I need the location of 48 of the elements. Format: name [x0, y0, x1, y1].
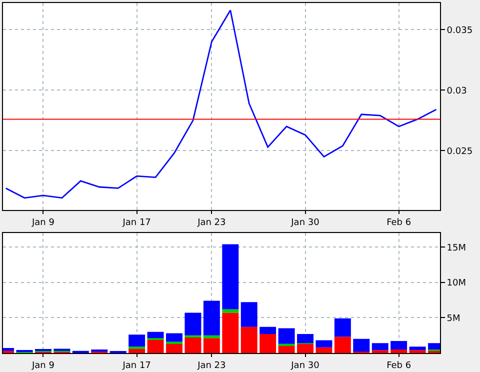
y-tick-label: 5M	[446, 314, 460, 324]
bar	[240, 326, 258, 353]
bar	[147, 332, 164, 338]
x-tick-label: Jan 23	[196, 360, 226, 371]
x-tick-label: Jan 30	[290, 218, 320, 228]
bar	[390, 349, 408, 353]
bar	[203, 300, 220, 336]
x-tick-label: Jan 23	[196, 218, 226, 228]
bar	[334, 336, 351, 353]
x-tick-label: Jan 30	[290, 360, 320, 371]
bar	[278, 328, 295, 344]
bar	[166, 343, 182, 353]
bar	[390, 341, 408, 350]
bar	[353, 338, 370, 352]
bar	[184, 337, 202, 353]
line-series	[5, 10, 437, 199]
bar	[372, 343, 388, 350]
y-tick-label: 0.03	[446, 86, 467, 96]
bar	[297, 334, 314, 344]
y-tick-label: 15M	[446, 243, 466, 254]
bar	[297, 344, 314, 353]
bar	[260, 334, 276, 353]
bar	[240, 302, 258, 327]
bar	[166, 333, 182, 342]
bar	[222, 309, 239, 313]
y-tick-label: 0.035	[446, 26, 473, 36]
bar	[222, 312, 239, 353]
bar	[278, 345, 295, 353]
bar	[222, 244, 239, 310]
y-tick-label: 0.025	[446, 146, 473, 157]
bar	[409, 350, 426, 353]
bar	[409, 346, 426, 350]
bar	[147, 340, 164, 353]
x-tick-label: Feb 6	[386, 360, 412, 371]
y-tick-label: 10M	[446, 278, 466, 289]
bar	[372, 350, 388, 353]
bar	[203, 338, 220, 353]
x-tick-label: Jan 17	[122, 218, 151, 228]
bar	[316, 340, 332, 348]
bar	[316, 347, 332, 353]
x-tick-label: Feb 6	[386, 218, 412, 228]
bar	[184, 312, 202, 336]
x-tick-label: Jan 9	[31, 218, 55, 228]
bar	[334, 318, 351, 337]
x-tick-label: Jan 9	[31, 360, 55, 371]
x-tick-label: Jan 17	[122, 360, 151, 371]
bar	[128, 334, 146, 347]
bar	[260, 326, 276, 334]
